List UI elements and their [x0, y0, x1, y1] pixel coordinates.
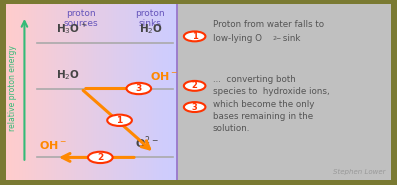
Bar: [149, 4, 152, 180]
Bar: [49, 4, 52, 180]
Text: ...  converting both
species to  hydroxide ions,
which become the only
bases rem: ... converting both species to hydroxide…: [213, 75, 330, 133]
Bar: [63, 4, 66, 180]
Bar: [89, 4, 92, 180]
Text: O$^{2-}$: O$^{2-}$: [135, 135, 159, 151]
Bar: [157, 4, 160, 180]
Bar: [12, 4, 15, 180]
Bar: [52, 4, 54, 180]
Bar: [80, 4, 83, 180]
Text: Proton from water falls to: Proton from water falls to: [213, 20, 324, 29]
Bar: [43, 4, 46, 180]
Text: Stephen Lower: Stephen Lower: [333, 169, 385, 175]
Bar: [40, 4, 43, 180]
Bar: [118, 4, 120, 180]
Bar: [69, 4, 71, 180]
Bar: [86, 4, 89, 180]
Bar: [57, 4, 60, 180]
Bar: [83, 4, 86, 180]
Bar: [135, 4, 137, 180]
Text: 2: 2: [192, 81, 198, 90]
Bar: [77, 4, 80, 180]
Bar: [129, 4, 132, 180]
Bar: [163, 4, 166, 180]
Circle shape: [107, 115, 132, 126]
Bar: [29, 4, 32, 180]
Circle shape: [184, 31, 205, 41]
Bar: [123, 4, 126, 180]
Bar: [94, 4, 97, 180]
Bar: [152, 4, 154, 180]
Bar: [137, 4, 140, 180]
Bar: [23, 4, 26, 180]
Text: 1: 1: [192, 32, 198, 41]
Bar: [15, 4, 17, 180]
Text: 3: 3: [192, 102, 198, 112]
Bar: [6, 4, 9, 180]
Text: sink: sink: [280, 34, 301, 43]
Bar: [166, 4, 169, 180]
Bar: [103, 4, 106, 180]
Text: 3: 3: [136, 84, 142, 93]
Bar: [60, 4, 63, 180]
Circle shape: [88, 152, 113, 163]
Text: OH$^-$: OH$^-$: [150, 70, 178, 82]
Text: OH$^-$: OH$^-$: [39, 139, 67, 151]
Bar: [37, 4, 40, 180]
Bar: [26, 4, 29, 180]
Bar: [46, 4, 49, 180]
Bar: [71, 4, 75, 180]
Bar: [66, 4, 69, 180]
Bar: [100, 4, 103, 180]
Bar: [169, 4, 172, 180]
Text: H$_3$O$^+$: H$_3$O$^+$: [56, 21, 87, 36]
Text: proton
sinks: proton sinks: [135, 9, 165, 28]
Text: proton
sources: proton sources: [64, 9, 98, 28]
Bar: [114, 4, 118, 180]
Text: low-lying O: low-lying O: [213, 34, 262, 43]
Bar: [32, 4, 35, 180]
Bar: [126, 4, 129, 180]
Bar: [92, 4, 94, 180]
Bar: [120, 4, 123, 180]
Bar: [143, 4, 146, 180]
Bar: [75, 4, 77, 180]
Text: H$_2$O: H$_2$O: [139, 23, 163, 36]
Bar: [112, 4, 114, 180]
Bar: [54, 4, 57, 180]
Circle shape: [184, 102, 205, 112]
Bar: [160, 4, 163, 180]
Text: 2: 2: [97, 153, 104, 162]
Text: 2−: 2−: [272, 36, 282, 41]
Circle shape: [184, 81, 205, 91]
Bar: [17, 4, 20, 180]
Bar: [109, 4, 112, 180]
Bar: [172, 4, 174, 180]
Bar: [177, 4, 391, 180]
Circle shape: [127, 83, 151, 94]
Bar: [132, 4, 135, 180]
Bar: [97, 4, 100, 180]
Bar: [9, 4, 12, 180]
Bar: [146, 4, 149, 180]
Text: 1: 1: [116, 116, 123, 125]
Text: H$_2$O: H$_2$O: [56, 68, 80, 82]
Bar: [106, 4, 109, 180]
Text: relative proton energy: relative proton energy: [8, 46, 17, 131]
Bar: [140, 4, 143, 180]
Bar: [35, 4, 37, 180]
Bar: [154, 4, 157, 180]
Bar: [20, 4, 23, 180]
Bar: [174, 4, 177, 180]
